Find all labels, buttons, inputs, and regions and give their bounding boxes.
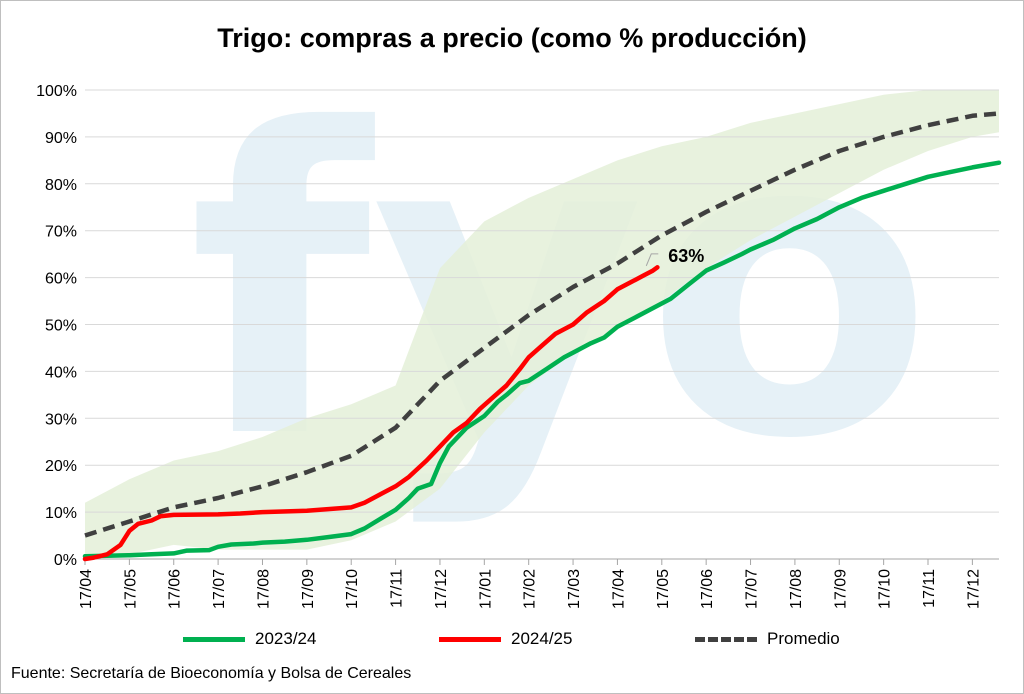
legend-label-2024-25: 2024/25: [511, 629, 573, 648]
x-tick-label: 17/08: [255, 569, 272, 609]
x-tick-label: 17/07: [744, 569, 761, 609]
y-tick-label: 30%: [45, 411, 77, 428]
chart-legend: 2023/24 2024/25 Promedio: [1, 629, 1023, 655]
x-tick-label: 17/05: [655, 569, 672, 609]
x-tick-label: 17/02: [522, 569, 539, 609]
y-tick-label: 40%: [45, 364, 77, 381]
x-tick-label: 17/07: [211, 569, 228, 609]
source-note: Fuente: Secretaría de Bioeconomía y Bols…: [11, 665, 412, 682]
series-line-2023-24: [82, 160, 1002, 559]
x-tick-label: 17/12: [965, 569, 982, 609]
y-tick-label: 90%: [45, 130, 77, 147]
x-tick-label: 17/11: [921, 569, 938, 608]
legend-swatch-2024-25: [439, 636, 501, 642]
x-tick-label: 17/10: [877, 569, 894, 609]
legend-item-promedio: Promedio: [695, 629, 840, 649]
x-tick-label: 17/06: [167, 569, 184, 609]
legend-item-2024-25: 2024/25: [439, 629, 572, 649]
y-tick-label: 50%: [45, 318, 77, 335]
x-tick-label: 17/05: [122, 569, 139, 609]
x-tick-label: 17/11: [389, 569, 406, 608]
annotation-label: 63%: [668, 246, 704, 266]
chart-title: Trigo: compras a precio (como % producci…: [217, 23, 807, 53]
x-tick-label: 17/04: [610, 569, 627, 609]
x-tick-label: 17/06: [699, 569, 716, 609]
x-tick-label: 17/04: [78, 569, 95, 609]
x-tick-label: 17/09: [832, 569, 849, 609]
legend-item-2023-24: 2023/24: [183, 629, 316, 649]
line-chart: fyo 0%10%20%30%40%50%60%70%80%90%100%17/…: [36, 42, 1002, 609]
x-tick-label: 17/10: [344, 569, 361, 609]
y-tick-label: 0%: [54, 552, 77, 569]
series-line-promedio: [84, 111, 1000, 538]
x-tick-label: 17/12: [433, 569, 450, 609]
y-tick-label: 60%: [45, 271, 77, 288]
legend-label-promedio: Promedio: [767, 629, 840, 648]
y-tick-label: 100%: [36, 83, 77, 100]
legend-swatch-2023-24: [183, 636, 245, 642]
y-tick-label: 20%: [45, 458, 77, 475]
y-tick-label: 70%: [45, 224, 77, 241]
series-line-2024-25: [82, 265, 660, 562]
x-tick-label: 17/09: [300, 569, 317, 609]
annotation-leader: [645, 253, 659, 267]
legend-swatch-promedio: [695, 636, 757, 642]
y-tick-label: 80%: [45, 177, 77, 194]
x-tick-label: 17/08: [788, 569, 805, 609]
x-tick-label: 17/03: [566, 569, 583, 609]
y-tick-label: 10%: [45, 505, 77, 522]
legend-label-2023-24: 2023/24: [255, 629, 317, 648]
x-tick-label: 17/01: [477, 569, 494, 609]
